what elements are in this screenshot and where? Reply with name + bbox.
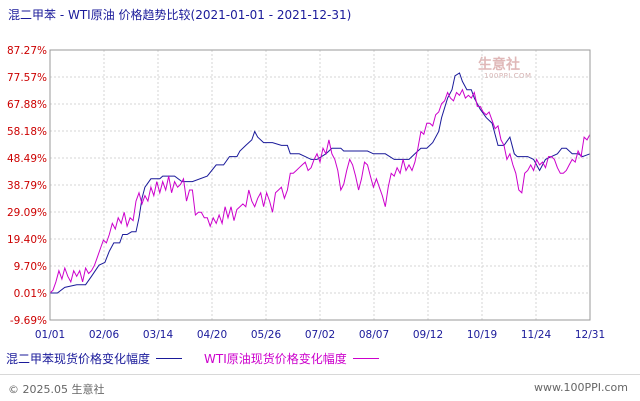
legend-swatch-wti	[352, 358, 379, 359]
x-tick-label: 10/19	[467, 329, 497, 341]
y-tick-label: -9.69%	[10, 315, 47, 327]
series-line-xylene	[50, 72, 591, 294]
x-tick-label: 02/06	[89, 329, 120, 341]
x-axis-ticks: 01/01 02/06 03/14 04/20 05/26 07/02 08/07 09/12…	[35, 329, 605, 341]
y-axis-ticks: 87.27% 77.57% 67.88% 58.18% 48.49% 38.79% 29.0…	[7, 45, 47, 327]
footer-site-link[interactable]: www.100PPI.com	[534, 381, 628, 394]
legend-label-xylene: 混二甲苯现货价格变化幅度	[6, 352, 151, 366]
chart-grid	[49, 49, 591, 321]
y-tick-label: 19.40%	[7, 234, 47, 246]
y-tick-label: 38.79%	[7, 180, 47, 192]
x-tick-label: 05/26	[251, 329, 282, 341]
y-tick-label: 87.27%	[7, 45, 47, 57]
chart-title: 混二甲苯 - WTI原油 价格趋势比较(2021-01-01 - 2021-12…	[8, 6, 351, 23]
y-tick-label: 9.70%	[14, 261, 47, 273]
footer-copyright: © 2025.05 生意社	[8, 383, 105, 396]
watermark-logo: 生意社 100PPI.COM	[478, 54, 532, 80]
legend-item-xylene: 混二甲苯现货价格变化幅度	[6, 350, 183, 367]
footer-bar: © 2025.05 生意社 www.100PPI.com	[0, 374, 640, 401]
chart-date-range: (2021-01-01 - 2021-12-31)	[190, 8, 352, 22]
chart-title-text: 混二甲苯 - WTI原油 价格趋势比较	[8, 8, 191, 22]
chart-legend: 混二甲苯现货价格变化幅度 WTI原油现货价格变化幅度	[6, 350, 401, 367]
y-tick-label: 0.01%	[14, 288, 47, 300]
legend-swatch-xylene	[156, 358, 183, 359]
y-tick-label: 67.88%	[7, 99, 47, 111]
x-tick-label: 04/20	[197, 329, 227, 341]
x-tick-label: 07/02	[305, 329, 335, 341]
y-tick-label: 29.09%	[7, 207, 47, 219]
x-tick-label: 08/07	[359, 329, 389, 341]
watermark-text: 生意社	[478, 57, 520, 73]
chart-series	[49, 72, 591, 294]
x-tick-label: 01/01	[35, 329, 65, 341]
x-tick-label: 03/14	[143, 329, 174, 341]
y-tick-label: 77.57%	[7, 72, 47, 84]
chart-area: 87.27% 77.57% 67.88% 58.18% 48.49% 38.79% 29.0…	[7, 45, 605, 341]
watermark-sub: 100PPI.COM	[484, 72, 532, 80]
x-tick-label: 09/12	[413, 329, 443, 341]
series-line-wti	[49, 88, 591, 294]
x-tick-label: 11/24	[521, 329, 552, 341]
legend-label-wti: WTI原油现货价格变化幅度	[204, 352, 347, 366]
plot-frame	[49, 49, 591, 321]
legend-item-wti: WTI原油现货价格变化幅度	[204, 350, 379, 367]
y-tick-label: 48.49%	[7, 153, 47, 165]
x-tick-label: 12/31	[575, 329, 605, 341]
y-tick-label: 58.18%	[7, 126, 47, 138]
